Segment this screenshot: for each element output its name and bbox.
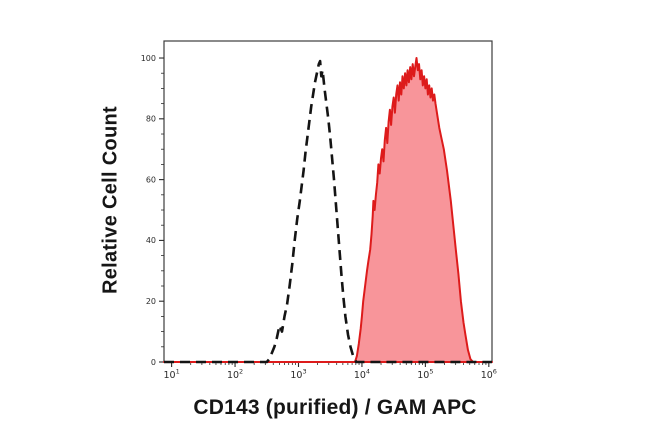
svg-text:104: 104 [354,368,370,382]
svg-text:101: 101 [163,368,179,382]
svg-text:102: 102 [227,368,243,382]
svg-text:60: 60 [146,175,156,184]
svg-text:106: 106 [481,368,497,382]
svg-text:103: 103 [290,368,306,382]
svg-text:105: 105 [417,368,433,382]
svg-text:20: 20 [146,297,156,306]
control-histogram-curve [164,59,492,364]
svg-text:100: 100 [141,54,156,63]
stained-histogram-curve [163,57,493,363]
svg-text:80: 80 [146,115,156,124]
svg-text:40: 40 [146,236,156,245]
y-axis-ticks [159,57,164,363]
x-axis-tick-labels: 101 102 103 104 105 106 [163,368,496,382]
y-axis-label: Relative Cell Count [99,106,122,294]
x-axis-label: CD143 (purified) / GAM APC [193,396,477,419]
y-axis-tick-labels: 0 20 40 60 80 100 [141,54,156,367]
svg-text:0: 0 [151,358,156,367]
